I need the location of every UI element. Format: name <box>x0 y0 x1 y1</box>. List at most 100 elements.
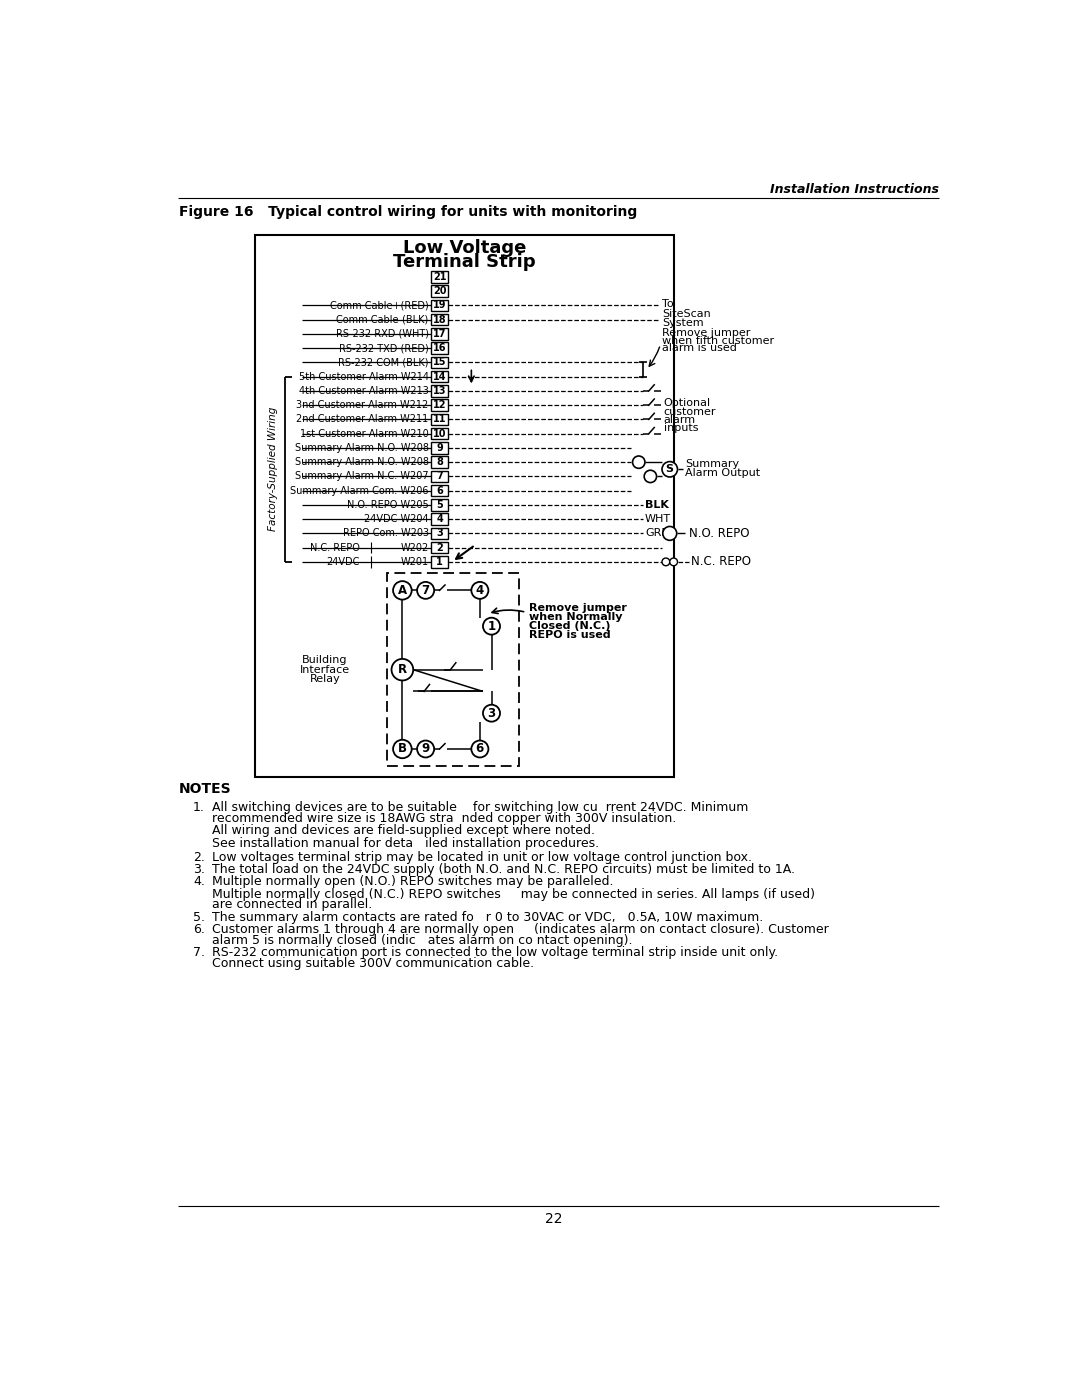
Bar <box>431 414 448 425</box>
Bar <box>431 356 448 369</box>
Text: N.C. REPO: N.C. REPO <box>310 542 360 553</box>
Text: Summary Alarm N.O. W208: Summary Alarm N.O. W208 <box>295 457 429 467</box>
Text: Comm Cable+(RED): Comm Cable+(RED) <box>330 300 429 310</box>
Text: B: B <box>397 742 407 756</box>
Text: Installation Instructions: Installation Instructions <box>770 183 940 197</box>
Bar <box>431 542 448 553</box>
Text: 14: 14 <box>433 372 446 381</box>
Bar <box>431 271 448 282</box>
Text: 10: 10 <box>433 429 446 439</box>
Bar <box>431 372 448 383</box>
Circle shape <box>471 740 488 757</box>
Text: 3nd Customer Alarm W212: 3nd Customer Alarm W212 <box>297 400 429 411</box>
Text: 2: 2 <box>436 542 443 553</box>
Text: System: System <box>662 317 704 328</box>
Circle shape <box>662 461 677 476</box>
Bar <box>431 441 448 454</box>
Text: 19: 19 <box>433 300 446 310</box>
Text: 16: 16 <box>433 344 446 353</box>
Text: The summary alarm contacts are rated fo   r 0 to 30VAC or VDC,   0.5A, 10W maxim: The summary alarm contacts are rated fo … <box>213 911 764 923</box>
Text: 9: 9 <box>421 742 430 756</box>
Text: 3: 3 <box>487 707 496 719</box>
Text: Relay: Relay <box>310 673 340 685</box>
Text: RS-232 TXD (RED): RS-232 TXD (RED) <box>339 344 429 353</box>
Text: N.O. REPO: N.O. REPO <box>689 527 750 539</box>
Text: 6: 6 <box>476 742 484 756</box>
Bar <box>431 342 448 353</box>
Text: All switching devices are to be suitable    for switching low cu  rrent 24VDC. M: All switching devices are to be suitable… <box>213 802 748 814</box>
Text: 7.: 7. <box>193 946 205 960</box>
Text: alarm: alarm <box>663 415 696 425</box>
Text: Terminal Strip: Terminal Strip <box>393 253 536 271</box>
Text: 7: 7 <box>421 584 430 597</box>
Text: 22: 22 <box>544 1211 563 1225</box>
Text: recommended wire size is 18AWG stra  nded copper with 300V insulation.: recommended wire size is 18AWG stra nded… <box>213 812 677 826</box>
Circle shape <box>393 581 411 599</box>
Text: Building: Building <box>302 655 348 665</box>
Text: 7: 7 <box>436 471 443 482</box>
Bar <box>431 499 448 511</box>
Bar <box>431 285 448 298</box>
Text: 13: 13 <box>433 386 446 395</box>
Text: 6.: 6. <box>193 923 205 936</box>
Text: Optional: Optional <box>663 398 711 408</box>
Text: 1.: 1. <box>193 802 205 814</box>
Bar <box>431 485 448 496</box>
Text: Interface: Interface <box>300 665 350 675</box>
Text: Figure 16   Typical control wiring for units with monitoring: Figure 16 Typical control wiring for uni… <box>179 204 637 218</box>
Text: 1: 1 <box>487 620 496 633</box>
Circle shape <box>483 617 500 634</box>
Text: Customer alarms 1 through 4 are normally open     (indicates alarm on contact cl: Customer alarms 1 through 4 are normally… <box>213 923 829 936</box>
Text: Comm Cable-(BLK): Comm Cable-(BLK) <box>337 314 429 324</box>
Text: N.O. REPO W205: N.O. REPO W205 <box>347 500 429 510</box>
Text: Factory-Supplied Wiring: Factory-Supplied Wiring <box>268 407 278 531</box>
Text: 3.: 3. <box>193 863 205 876</box>
Text: Summary: Summary <box>685 458 740 469</box>
Text: 8: 8 <box>436 457 443 467</box>
Text: Summary Alarm N.C. W207: Summary Alarm N.C. W207 <box>295 471 429 482</box>
Text: Remove jumper: Remove jumper <box>529 602 626 613</box>
Text: are connected in parallel.: are connected in parallel. <box>213 898 373 911</box>
Circle shape <box>662 557 670 566</box>
Circle shape <box>417 740 434 757</box>
Text: W201: W201 <box>401 557 429 567</box>
Text: when Normally: when Normally <box>529 612 622 622</box>
Text: Multiple normally closed (N.C.) REPO switches     may be connected in series. Al: Multiple normally closed (N.C.) REPO swi… <box>213 887 815 901</box>
Text: 24VDC W204: 24VDC W204 <box>364 514 429 524</box>
Bar <box>431 300 448 312</box>
Text: inputs: inputs <box>663 423 698 433</box>
Text: 18: 18 <box>433 314 446 324</box>
Bar <box>431 471 448 482</box>
Text: Remove jumper: Remove jumper <box>662 328 751 338</box>
Text: Multiple normally open (N.O.) REPO switches may be paralleled.: Multiple normally open (N.O.) REPO switc… <box>213 876 615 888</box>
Text: R: R <box>397 664 407 676</box>
Text: S: S <box>665 464 674 475</box>
Text: N.C. REPO: N.C. REPO <box>691 556 752 569</box>
Circle shape <box>670 557 677 566</box>
Text: Connect using suitable 300V communication cable.: Connect using suitable 300V communicatio… <box>213 957 535 970</box>
Text: RS-232 RXD (WHT): RS-232 RXD (WHT) <box>336 328 429 339</box>
Text: To: To <box>662 299 674 309</box>
Bar <box>255 235 674 778</box>
Text: WHT: WHT <box>645 514 671 524</box>
Text: 11: 11 <box>433 415 446 425</box>
Text: 12: 12 <box>433 400 446 411</box>
Text: A: A <box>397 584 407 597</box>
Text: NOTES: NOTES <box>179 782 232 796</box>
Bar <box>431 556 448 567</box>
Text: RS-232 communication port is connected to the low voltage terminal strip inside : RS-232 communication port is connected t… <box>213 946 779 960</box>
Text: 6: 6 <box>436 486 443 496</box>
Text: RS-232 COM (BLK): RS-232 COM (BLK) <box>338 358 429 367</box>
Text: 4.: 4. <box>193 876 205 888</box>
Text: 2nd Customer Alarm W211: 2nd Customer Alarm W211 <box>297 415 429 425</box>
Text: Summary Alarm N.O. W208: Summary Alarm N.O. W208 <box>295 443 429 453</box>
Bar <box>431 457 448 468</box>
Text: 5th Customer Alarm W214: 5th Customer Alarm W214 <box>299 372 429 381</box>
Text: 9: 9 <box>436 443 443 453</box>
Text: REPO is used: REPO is used <box>529 630 610 640</box>
Text: SiteScan: SiteScan <box>662 309 711 319</box>
Text: Summary Alarm Com. W206: Summary Alarm Com. W206 <box>291 486 429 496</box>
Text: 2.: 2. <box>193 851 205 863</box>
Circle shape <box>644 471 657 482</box>
Text: The total load on the 24VDC supply (both N.O. and N.C. REPO circuits) must be li: The total load on the 24VDC supply (both… <box>213 863 796 876</box>
